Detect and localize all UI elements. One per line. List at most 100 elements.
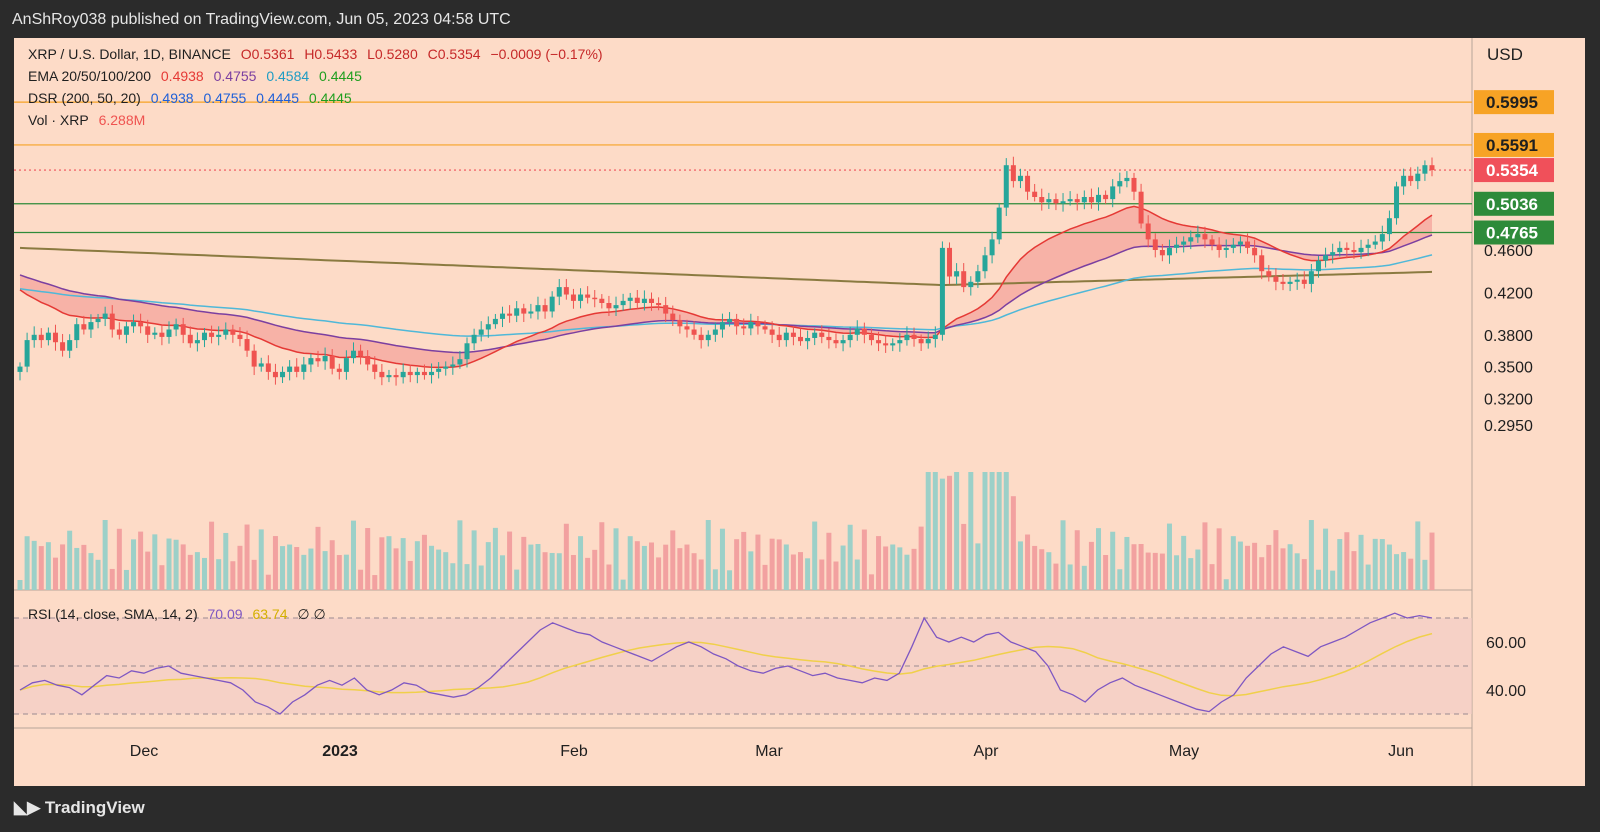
candle-body xyxy=(755,322,761,327)
volume-bar xyxy=(918,526,924,590)
price-badge-label: 0.4765 xyxy=(1486,224,1538,243)
candle-body xyxy=(1152,239,1158,250)
volume-bar xyxy=(1131,544,1137,590)
volume-bar xyxy=(968,472,974,590)
candle-body xyxy=(656,303,662,306)
candle-body xyxy=(1230,244,1236,248)
volume-bar xyxy=(17,580,23,590)
volume-bar xyxy=(145,551,151,590)
candle-body xyxy=(698,334,704,341)
volume-bar xyxy=(634,541,640,590)
volume-bar xyxy=(812,521,818,590)
volume-bar xyxy=(1266,544,1272,590)
chart-svg[interactable]: USD 0.4600 0.4200 0.3800 0.3500 0.3200 0.2950 0… xyxy=(14,38,1585,786)
volume-bar xyxy=(741,531,747,590)
volume-bar xyxy=(414,541,420,590)
volume-bar xyxy=(443,552,449,590)
candle-body xyxy=(17,366,23,372)
candle-body xyxy=(1117,181,1123,187)
volume-bar xyxy=(1422,559,1428,590)
legend-volume-label: Vol · XRP xyxy=(28,112,89,128)
volume-bar xyxy=(386,536,392,590)
volume-bar xyxy=(1209,564,1215,590)
volume-bar xyxy=(358,569,364,590)
candle-body xyxy=(592,297,598,300)
volume-bar xyxy=(663,544,669,590)
candle-body xyxy=(1138,191,1144,224)
legend-ema20-value: 0.4938 xyxy=(160,68,204,84)
legend-ema-row: EMA 20/50/100/200 0.4938 0.4755 0.4584 0… xyxy=(28,68,368,84)
candle-body xyxy=(1216,244,1222,250)
volume-bar xyxy=(1280,548,1286,590)
volume-bar xyxy=(1408,558,1414,590)
volume-bar xyxy=(514,569,520,590)
volume-bar xyxy=(790,554,796,590)
volume-bar xyxy=(826,532,832,590)
candle-body xyxy=(556,287,562,297)
candle-body xyxy=(1081,197,1087,203)
volume-bar xyxy=(939,478,945,590)
volume-bar xyxy=(712,569,718,590)
volume-bar xyxy=(982,472,988,590)
candle-body xyxy=(982,255,988,272)
volume-bar xyxy=(798,552,804,590)
candle-body xyxy=(1181,241,1187,245)
volume-bar xyxy=(1301,559,1307,590)
ema200-line xyxy=(19,246,1433,287)
candle-body xyxy=(691,329,697,335)
candle-body xyxy=(670,313,676,320)
candle-body xyxy=(1422,165,1428,174)
price-badge-label: 0.5354 xyxy=(1486,161,1539,180)
volume-bar xyxy=(698,559,704,590)
volume-bar xyxy=(343,554,349,590)
volume-bar xyxy=(329,540,335,590)
candle-body xyxy=(102,313,108,319)
volume-bar xyxy=(1230,536,1236,590)
volume-bar xyxy=(549,552,555,590)
chart-frame: USD 0.4600 0.4200 0.3800 0.3500 0.3200 0.2950 0… xyxy=(14,38,1585,786)
candle-body xyxy=(365,356,371,365)
tradingview-logo[interactable]: ◣▶ TradingView xyxy=(14,798,145,818)
candle-body xyxy=(1401,175,1407,187)
volume-bar xyxy=(734,539,740,590)
volume-bar xyxy=(194,552,200,590)
volume-bar xyxy=(173,539,179,590)
volume-bar xyxy=(975,543,981,590)
volume-bar xyxy=(1032,545,1038,590)
legend-ema100-value: 0.4584 xyxy=(266,68,310,84)
volume-bar xyxy=(947,475,953,590)
candle-body xyxy=(1294,279,1300,282)
publisher-bar: AnShRoy038 published on TradingView.com,… xyxy=(0,0,1600,38)
volume-bar xyxy=(1025,534,1031,590)
candle-body xyxy=(1209,239,1215,245)
candle-body xyxy=(88,322,94,330)
candle-body xyxy=(329,356,335,369)
volume-bar xyxy=(294,547,300,590)
volume-bar xyxy=(876,536,882,590)
candle-body xyxy=(1202,234,1208,240)
price-badge-label: 0.5036 xyxy=(1486,195,1538,214)
candle-body xyxy=(1344,247,1350,250)
candle-body xyxy=(379,371,385,378)
candle-body xyxy=(1025,175,1031,192)
candle-body xyxy=(904,334,910,341)
legend-volume-row: Vol · XRP 6.288M xyxy=(28,112,151,128)
candle-body xyxy=(790,332,796,337)
volume-bar xyxy=(762,564,768,590)
volume-bar xyxy=(1216,528,1222,590)
rsi-tick-label: 40.00 xyxy=(1486,683,1526,700)
volume-bar xyxy=(407,560,413,590)
volume-bar xyxy=(322,551,328,590)
volume-bar xyxy=(861,529,867,590)
candle-body xyxy=(705,334,711,341)
volume-bar xyxy=(138,531,144,590)
volume-bar xyxy=(74,547,80,590)
legend-close: C0.5354 xyxy=(427,46,481,62)
legend-volume-value: 6.288M xyxy=(98,112,146,128)
legend-dsr-value-3: 0.4445 xyxy=(256,90,299,106)
volume-bar xyxy=(485,542,491,590)
candle-body xyxy=(932,334,938,340)
candle-body xyxy=(372,364,378,372)
volume-bar xyxy=(507,531,513,590)
volume-bar xyxy=(897,547,903,590)
